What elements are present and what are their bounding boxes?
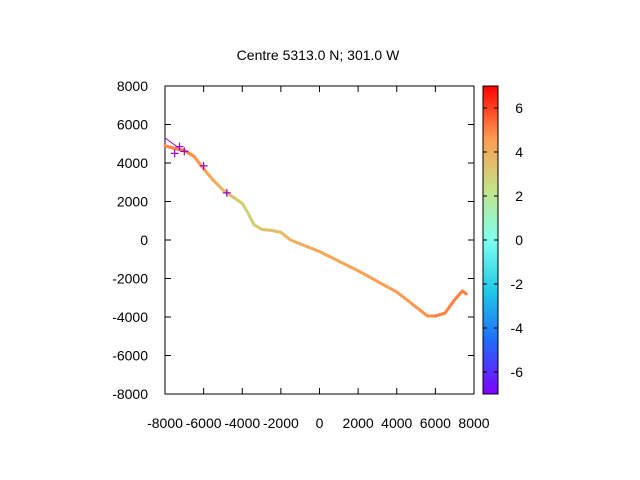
- colorbar-tick-labels: 6 4 2 0 -2 -4 -6: [511, 100, 524, 380]
- x-tick-label: -8000: [147, 415, 183, 431]
- chart-title: Centre 5313.0 N; 301.0 W: [237, 47, 400, 63]
- colorbar-tick-label: 4: [515, 144, 523, 160]
- plus-marker: [175, 142, 184, 151]
- colorbar-tick-label: -2: [511, 276, 524, 292]
- annotation-line: [164, 137, 179, 149]
- colorbar-tick-label: 0: [515, 232, 523, 248]
- x-tick-label: -4000: [224, 415, 260, 431]
- colorbar-ticks: [483, 107, 498, 373]
- plus-marker: [222, 188, 231, 197]
- x-tick-label: 0: [316, 415, 324, 431]
- y-axis-ticks: [165, 85, 474, 395]
- x-axis-tick-labels: -8000 -6000 -4000 -2000 0 2000 4000 6000 8000: [147, 415, 490, 431]
- plot-area: [163, 137, 468, 318]
- y-tick-label: 2000: [117, 194, 148, 210]
- plus-marker: [180, 147, 189, 156]
- y-tick-label: 6000: [117, 117, 148, 133]
- plus-marker: [170, 149, 179, 158]
- marker-series: [170, 142, 231, 197]
- plus-marker: [199, 161, 208, 170]
- x-tick-label: 4000: [381, 415, 412, 431]
- plot-frame: [164, 85, 475, 395]
- y-tick-label: 8000: [117, 78, 148, 94]
- colorbar-tick-label: -4: [511, 320, 524, 336]
- x-tick-label: -2000: [263, 415, 299, 431]
- x-tick-label: 8000: [458, 415, 489, 431]
- track-series: [163, 144, 468, 318]
- y-tick-label: 0: [140, 232, 148, 248]
- x-axis-ticks: [164, 86, 475, 394]
- y-tick-label: -2000: [112, 271, 148, 287]
- x-tick-label: 6000: [420, 415, 451, 431]
- x-tick-label: 2000: [343, 415, 374, 431]
- x-tick-label: -6000: [186, 415, 222, 431]
- y-tick-label: -8000: [112, 386, 148, 402]
- colorbar-tick-label: 2: [515, 188, 523, 204]
- y-tick-label: -4000: [112, 309, 148, 325]
- y-tick-label: -6000: [112, 348, 148, 364]
- colorbar-tick-label: 6: [515, 100, 523, 116]
- y-axis-tick-labels: 8000 6000 4000 2000 0 -2000 -4000 -6000 -8000: [112, 78, 148, 402]
- colorbar-tick-label: -6: [511, 364, 524, 380]
- y-tick-label: 4000: [117, 155, 148, 171]
